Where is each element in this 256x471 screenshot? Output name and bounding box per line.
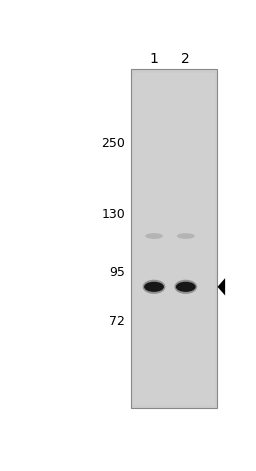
Text: 2: 2 <box>182 52 190 65</box>
Ellipse shape <box>174 280 197 294</box>
Bar <box>133 73 215 405</box>
Polygon shape <box>218 278 225 295</box>
Ellipse shape <box>177 233 195 239</box>
Text: 1: 1 <box>150 52 158 65</box>
Ellipse shape <box>143 280 165 294</box>
Bar <box>131 69 217 408</box>
Text: 250: 250 <box>101 137 125 150</box>
Text: 95: 95 <box>109 266 125 279</box>
Text: 130: 130 <box>101 208 125 221</box>
Ellipse shape <box>176 282 196 292</box>
Ellipse shape <box>145 233 163 239</box>
Text: 72: 72 <box>109 315 125 328</box>
Ellipse shape <box>144 282 164 292</box>
